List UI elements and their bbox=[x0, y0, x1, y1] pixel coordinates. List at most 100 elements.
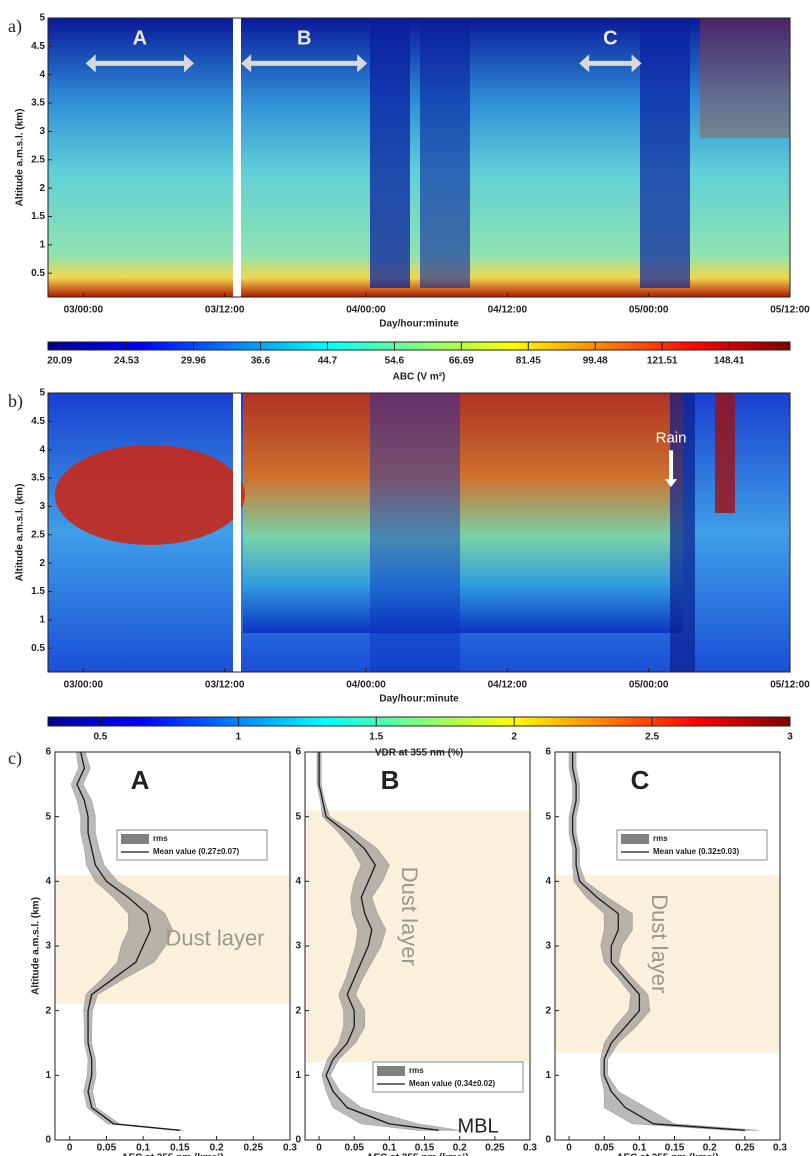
y-tick-label: 5 bbox=[45, 811, 51, 822]
band-label: Dust layer bbox=[647, 894, 672, 993]
annotation: B bbox=[297, 28, 311, 50]
x-tick-label: 04/12:00 bbox=[488, 305, 528, 316]
legend-label: rms bbox=[409, 1066, 424, 1075]
x-tick-label: 0.15 bbox=[665, 1143, 685, 1154]
panel-title: B bbox=[381, 765, 400, 795]
colorbar bbox=[48, 717, 790, 726]
x-tick-label: 0.05 bbox=[97, 1143, 117, 1154]
y-tick-label: 4 bbox=[545, 876, 551, 887]
x-tick-label: 0.3 bbox=[523, 1143, 537, 1154]
x-tick-label: 0 bbox=[316, 1143, 322, 1154]
y-tick-label: 3.5 bbox=[31, 98, 45, 109]
y-tick-label: 4.5 bbox=[31, 41, 45, 52]
x-axis-label: AEC at 355 nm (km⁻¹) bbox=[121, 1153, 224, 1156]
y-tick-label: 1 bbox=[39, 614, 45, 625]
y-tick-label: 3 bbox=[39, 126, 45, 137]
y-tick-label: 1.5 bbox=[31, 211, 45, 222]
colorbar-tick-label: 121.51 bbox=[647, 356, 678, 367]
y-tick-label: 5 bbox=[545, 811, 551, 822]
y-tick-label: 4 bbox=[39, 69, 45, 80]
legend-swatch bbox=[377, 1066, 405, 1076]
annotation: Rain bbox=[656, 429, 687, 446]
y-tick-label: 4 bbox=[39, 444, 45, 455]
x-axis-label: AEC at 355 nm (km⁻¹) bbox=[616, 1153, 719, 1156]
x-tick-label: 05/00:00 bbox=[629, 305, 669, 316]
x-tick-label: 0.05 bbox=[594, 1143, 614, 1154]
colorbar bbox=[48, 342, 790, 350]
x-tick-label: 04/12:00 bbox=[488, 680, 528, 691]
y-tick-label: 5 bbox=[39, 388, 45, 399]
heatmap-image-a bbox=[48, 18, 790, 297]
colorbar-tick-label: 1.5 bbox=[369, 732, 383, 743]
x-tick-label: 0.15 bbox=[415, 1143, 435, 1154]
colorbar-tick-label: 1 bbox=[236, 732, 242, 743]
colorbar-tick-label: 81.45 bbox=[516, 356, 541, 367]
y-tick-label: 2.5 bbox=[31, 154, 45, 165]
x-tick-label: 0 bbox=[67, 1143, 73, 1154]
range-arrow bbox=[241, 54, 368, 73]
y-tick-label: 3 bbox=[295, 941, 301, 952]
y-axis-label: Altitude a.m.s.l. (km) bbox=[15, 484, 26, 582]
y-tick-label: 4.5 bbox=[31, 416, 45, 427]
y-tick-label: 0 bbox=[545, 1135, 551, 1146]
y-tick-label: 2 bbox=[545, 1005, 551, 1016]
colorbar-tick-label: 66.69 bbox=[449, 356, 474, 367]
colorbar-tick-label: 44.7 bbox=[318, 356, 338, 367]
colorbar-tick-label: 99.48 bbox=[583, 356, 608, 367]
y-tick-label: 2 bbox=[45, 1005, 51, 1016]
panel-label: c) bbox=[8, 748, 22, 769]
dust-band bbox=[305, 810, 530, 1063]
colorbar-tick-label: 29.96 bbox=[181, 356, 206, 367]
legend-label: Mean value (0.32±0.03) bbox=[653, 847, 740, 856]
x-tick-label: 04/00:00 bbox=[346, 305, 386, 316]
colorbar-tick-label: 24.53 bbox=[114, 356, 139, 367]
x-tick-label: 0.2 bbox=[453, 1143, 467, 1154]
colorbar-tick-label: 20.09 bbox=[47, 356, 72, 367]
mean-line bbox=[76, 751, 180, 1131]
panel-title: C bbox=[631, 765, 650, 795]
y-tick-label: 3 bbox=[39, 501, 45, 512]
y-tick-label: 5 bbox=[39, 13, 45, 24]
legend-swatch bbox=[621, 834, 649, 844]
plot-frame bbox=[47, 392, 791, 673]
y-tick-label: 0.5 bbox=[31, 643, 45, 654]
heatmap-image-b bbox=[48, 393, 790, 672]
y-tick-label: 2.5 bbox=[31, 529, 45, 540]
y-axis-label: Altitude a.m.s.l. (km) bbox=[31, 897, 42, 995]
x-tick-label: 0.1 bbox=[632, 1143, 646, 1154]
range-arrow bbox=[579, 54, 642, 73]
colorbar-tick-label: 54.6 bbox=[385, 356, 405, 367]
y-tick-label: 2 bbox=[39, 183, 45, 194]
dust-band bbox=[555, 874, 780, 1053]
y-tick-label: 3 bbox=[545, 941, 551, 952]
legend-label: Mean value (0.34±0.02) bbox=[409, 1079, 496, 1088]
x-tick-label: 05/00:00 bbox=[629, 680, 669, 691]
legend-label: Mean value (0.27±0.07) bbox=[153, 847, 240, 856]
y-axis-label: Altitude a.m.s.l. (km) bbox=[15, 109, 26, 207]
annotation: MBL bbox=[457, 1115, 498, 1137]
y-tick-label: 6 bbox=[45, 747, 51, 758]
x-tick-label: 0.1 bbox=[382, 1143, 396, 1154]
range-arrow bbox=[85, 54, 195, 73]
y-tick-label: 1.5 bbox=[31, 586, 45, 597]
x-tick-label: 0.3 bbox=[773, 1143, 787, 1154]
x-tick-label: 0.1 bbox=[136, 1143, 150, 1154]
y-tick-label: 6 bbox=[545, 747, 551, 758]
annotation: C bbox=[603, 28, 617, 50]
y-tick-label: 1 bbox=[295, 1070, 301, 1081]
x-tick-label: 0.25 bbox=[735, 1143, 755, 1154]
x-tick-label: 04/00:00 bbox=[346, 680, 386, 691]
y-tick-label: 2 bbox=[39, 558, 45, 569]
x-axis-label: Day/hour:minute bbox=[379, 319, 459, 330]
colorbar-tick-label: 3 bbox=[787, 732, 793, 743]
annotation: A bbox=[133, 28, 147, 50]
x-tick-label: 0.05 bbox=[344, 1143, 364, 1154]
x-tick-label: 05/12:00 bbox=[770, 680, 810, 691]
legend-swatch bbox=[121, 834, 149, 844]
dust-band bbox=[55, 874, 290, 1005]
colorbar-tick-label: 148.41 bbox=[714, 356, 745, 367]
y-tick-label: 4 bbox=[295, 876, 301, 887]
x-tick-label: 0.15 bbox=[170, 1143, 190, 1154]
